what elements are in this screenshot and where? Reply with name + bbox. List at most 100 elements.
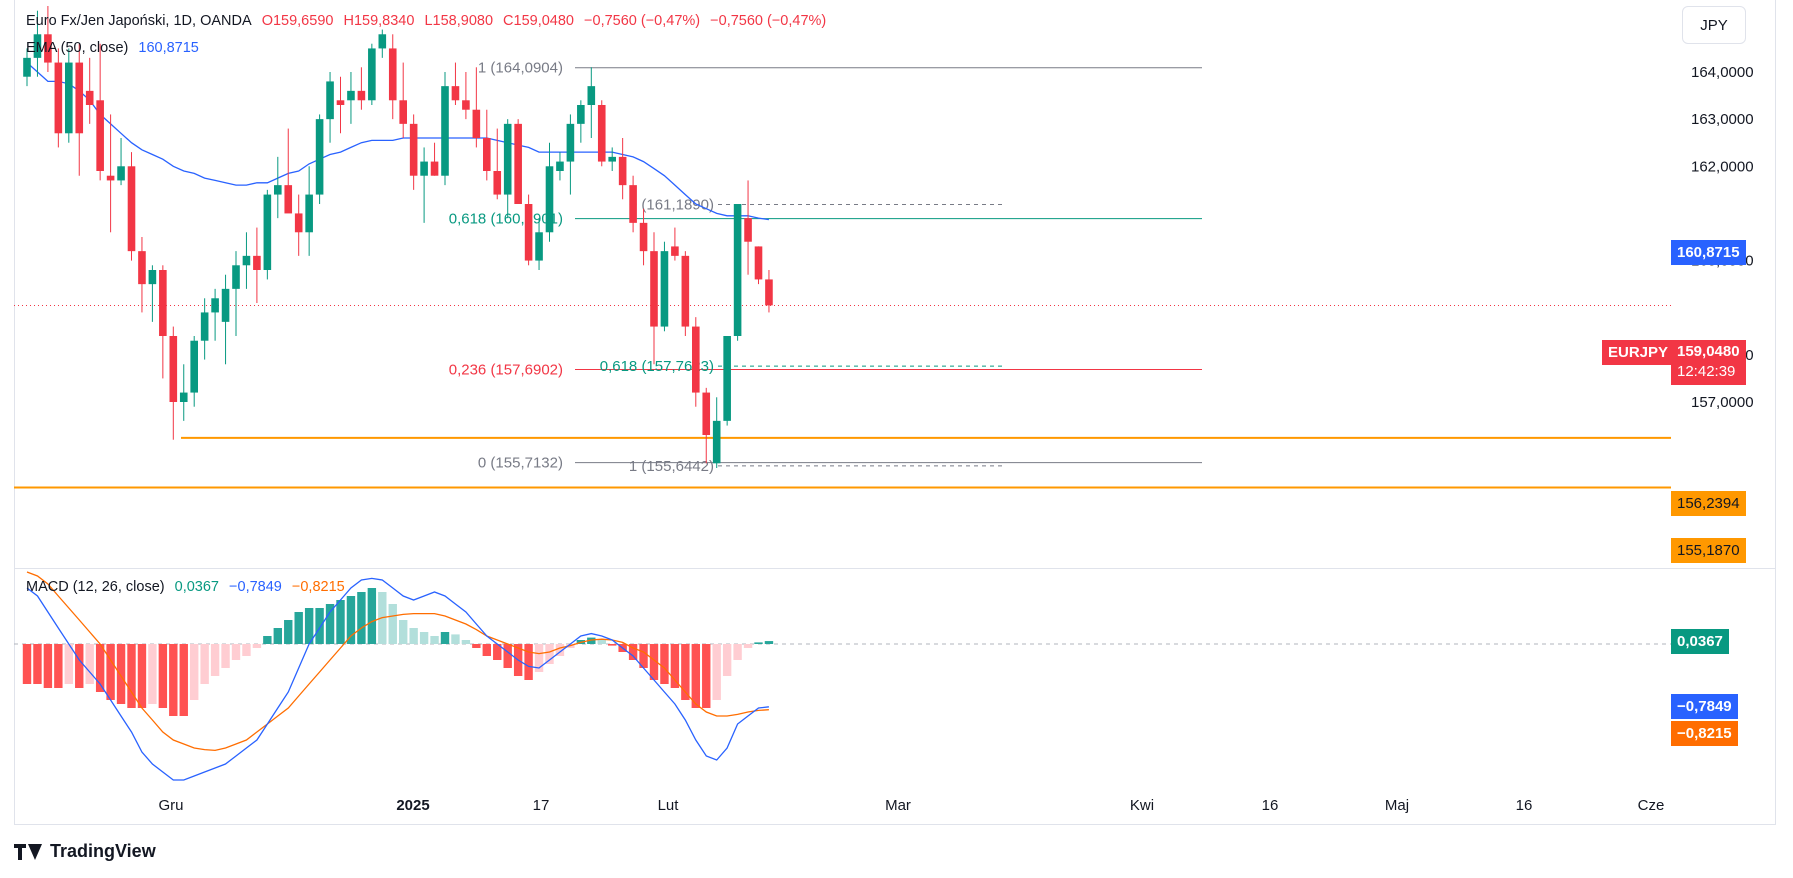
macd-histogram-bar xyxy=(712,644,721,700)
candle-body xyxy=(347,90,355,101)
macd-histogram-bar xyxy=(670,644,680,688)
chart-frame[interactable] xyxy=(14,0,1776,825)
macd-histogram-bar xyxy=(75,644,84,688)
fib-right-0618-label: 0,618 (157,7623) xyxy=(600,358,714,375)
candle-body xyxy=(232,265,240,289)
candle-body xyxy=(618,156,627,186)
candle-body xyxy=(96,100,104,171)
change-value-2: −0,7560 (−0,47%) xyxy=(710,13,827,29)
candle-body xyxy=(566,123,575,162)
time-label: 16 xyxy=(1516,797,1533,814)
candle-body xyxy=(451,86,460,101)
open-value: O159,6590 xyxy=(261,13,334,29)
macd-histogram-bar xyxy=(503,644,512,668)
candle-body xyxy=(336,100,345,105)
candle-body xyxy=(54,62,63,134)
tradingview-logo[interactable]: TradingView xyxy=(14,841,156,862)
macd-histogram-bar xyxy=(461,640,471,644)
macd-histogram-bar xyxy=(482,644,491,656)
macd-histogram-bar xyxy=(628,644,638,660)
ema-legend[interactable]: EMA (50, close) 160,8715 xyxy=(26,40,205,56)
candle-body xyxy=(462,100,470,110)
candle-body xyxy=(483,138,491,171)
candle-body xyxy=(420,161,428,176)
candle-body xyxy=(263,194,272,270)
countdown: 12:42:39 xyxy=(1677,363,1736,380)
candle-body xyxy=(179,392,188,402)
macd-histogram-bar xyxy=(190,644,199,700)
candle-body xyxy=(639,222,648,252)
macd-histogram-bar xyxy=(325,604,335,644)
candle-body xyxy=(357,90,366,101)
time-label: Kwi xyxy=(1130,797,1154,814)
macd-histogram-bar xyxy=(524,644,533,680)
macd-histogram-bar xyxy=(64,644,73,684)
macd-histogram-bar xyxy=(106,644,115,700)
macd-signal-value: −0,8215 xyxy=(291,579,345,595)
macd-histogram-bar xyxy=(367,588,377,644)
candle-body xyxy=(75,62,84,134)
candle-body xyxy=(44,34,52,63)
candle-body xyxy=(315,119,324,195)
candle-body xyxy=(284,185,293,214)
macd-histogram-bar xyxy=(754,642,763,644)
candle-body xyxy=(190,340,198,393)
candle-body xyxy=(514,123,522,204)
candle-body xyxy=(441,86,449,176)
macd-line-value: −0,7849 xyxy=(229,579,282,595)
time-label: Lut xyxy=(658,797,680,814)
ema-line xyxy=(26,62,769,221)
candle-body xyxy=(378,34,387,49)
candle-body xyxy=(702,392,711,435)
macd-histogram-bar xyxy=(357,592,366,644)
macd-histogram-bar xyxy=(534,644,544,672)
candle-body xyxy=(117,166,125,181)
macd-histogram-bar xyxy=(440,632,450,644)
price-tick: 157,0000 xyxy=(1691,394,1754,411)
time-label: 2025 xyxy=(396,797,429,814)
time-label: Gru xyxy=(158,797,183,814)
candle-body xyxy=(493,171,502,195)
macd-histogram-bar xyxy=(722,644,732,676)
macd-histogram-bar xyxy=(304,608,314,644)
macd-histogram-bar xyxy=(346,596,356,644)
change-value: −0,7560 (−0,47%) xyxy=(584,13,701,29)
time-label: 16 xyxy=(1262,797,1279,814)
symbol-legend[interactable]: Euro Fx/Jen Japoński, 1D, OANDA O159,659… xyxy=(26,13,832,29)
candle-body xyxy=(200,312,209,341)
macd-histogram-bar xyxy=(116,644,126,704)
macd-histogram-bar xyxy=(419,632,429,644)
macd-histogram-bar xyxy=(22,644,32,684)
macd-histogram-bar xyxy=(451,634,460,644)
macd-histogram-bar xyxy=(587,637,596,644)
last-price: 159,0480 xyxy=(1677,343,1740,360)
macd-histogram-bar xyxy=(294,612,303,644)
candle-body xyxy=(127,166,136,252)
currency-selector[interactable]: JPY xyxy=(1682,6,1746,44)
macd-histogram-bar xyxy=(472,644,481,648)
candle-body xyxy=(294,213,303,233)
macd-histogram-bar xyxy=(263,636,272,644)
candle-body xyxy=(545,166,554,233)
macd-line-badge: −0,7849 xyxy=(1671,694,1738,719)
candle-body xyxy=(388,48,397,101)
time-label: Mar xyxy=(885,797,911,814)
macd-histogram-bar xyxy=(493,644,502,660)
candle-body xyxy=(159,270,167,336)
macd-histogram-bar xyxy=(33,644,42,684)
candle-body xyxy=(305,194,313,233)
macd-histogram-bar xyxy=(158,644,168,708)
candle-body xyxy=(85,90,94,105)
price-tick: 163,0000 xyxy=(1691,111,1754,128)
support-badge-1: 156,2394 xyxy=(1671,491,1746,516)
candle-body xyxy=(692,326,700,393)
candle-body xyxy=(368,48,376,101)
macd-histogram-bar xyxy=(597,640,606,644)
candle-body xyxy=(106,175,115,181)
macd-legend[interactable]: MACD (12, 26, close) 0,0367 −0,7849 −0,8… xyxy=(26,579,351,595)
macd-histogram-bar xyxy=(409,628,418,644)
macd-histogram-bar xyxy=(200,644,209,684)
candle-body xyxy=(671,246,679,256)
macd-histogram-bar xyxy=(545,644,554,664)
